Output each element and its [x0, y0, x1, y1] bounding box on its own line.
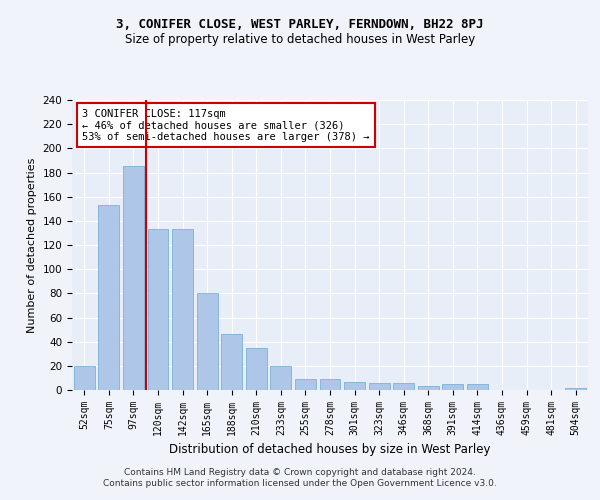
Bar: [565, 388, 586, 390]
Bar: [172, 230, 193, 390]
Text: Size of property relative to detached houses in West Parley: Size of property relative to detached ho…: [125, 32, 475, 46]
Bar: [148, 230, 169, 390]
X-axis label: Distribution of detached houses by size in West Parley: Distribution of detached houses by size …: [169, 444, 491, 456]
Bar: [368, 383, 389, 390]
Bar: [74, 366, 95, 390]
Bar: [320, 379, 340, 390]
Text: Contains HM Land Registry data © Crown copyright and database right 2024.
Contai: Contains HM Land Registry data © Crown c…: [103, 468, 497, 487]
Bar: [344, 382, 365, 390]
Bar: [221, 334, 242, 390]
Bar: [442, 384, 463, 390]
Bar: [123, 166, 144, 390]
Bar: [295, 379, 316, 390]
Text: 3 CONIFER CLOSE: 117sqm
← 46% of detached houses are smaller (326)
53% of semi-d: 3 CONIFER CLOSE: 117sqm ← 46% of detache…: [82, 108, 370, 142]
Bar: [393, 383, 414, 390]
Text: 3, CONIFER CLOSE, WEST PARLEY, FERNDOWN, BH22 8PJ: 3, CONIFER CLOSE, WEST PARLEY, FERNDOWN,…: [116, 18, 484, 30]
Bar: [467, 384, 488, 390]
Y-axis label: Number of detached properties: Number of detached properties: [27, 158, 37, 332]
Bar: [197, 294, 218, 390]
Bar: [98, 205, 119, 390]
Bar: [418, 386, 439, 390]
Bar: [246, 348, 267, 390]
Bar: [271, 366, 292, 390]
